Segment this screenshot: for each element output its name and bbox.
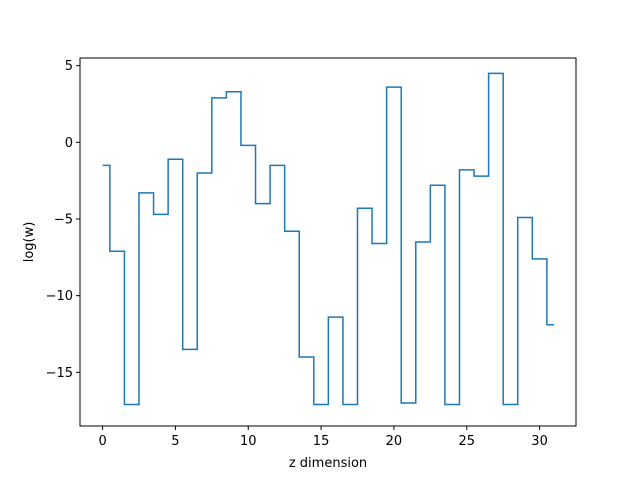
y-tick-label: 5 [65,59,73,74]
y-axis-label: log(w) [22,222,37,263]
y-tick-label: −10 [46,289,73,304]
x-tick-label: 25 [458,434,475,449]
x-tick-label: 20 [386,434,403,449]
x-axis-label: z dimension [289,456,367,471]
x-tick-label: 10 [240,434,257,449]
x-tick-label: 15 [313,434,330,449]
y-tick-label: −15 [46,366,73,381]
x-tick-label: 0 [98,434,106,449]
x-tick-label: 5 [171,434,179,449]
y-tick-label: 0 [65,136,73,151]
x-axis: 0 5 10 15 20 25 30 [98,426,548,449]
plot-frame [79,57,577,427]
y-axis: 5 0 −5 −10 −15 [46,59,80,381]
y-tick-label: −5 [54,213,73,228]
series-line [102,72,555,406]
x-tick-label: 30 [531,434,548,449]
